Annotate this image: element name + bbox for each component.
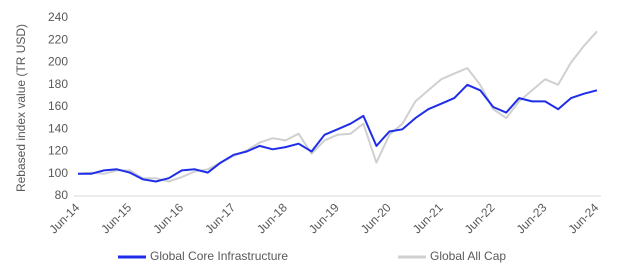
x-tick-label: Jun-24 (566, 200, 602, 236)
x-tick-label: Jun-19 (306, 200, 342, 236)
x-tick-label: Jun-16 (150, 200, 186, 236)
y-tick-label: 180 (48, 77, 68, 91)
y-tick-label: 240 (48, 10, 68, 24)
y-tick-label: 80 (55, 188, 69, 202)
y-axis-label: Rebased index value (TR USD) (14, 24, 28, 192)
y-tick-label: 120 (48, 144, 68, 158)
x-tick-label: Jun-20 (358, 200, 394, 236)
x-tick-label: Jun-14 (47, 200, 83, 236)
x-tick-label: Jun-23 (514, 200, 550, 236)
y-tick-label: 140 (48, 121, 68, 135)
x-tick-label: Jun-18 (254, 200, 290, 236)
y-tick-label: 100 (48, 166, 68, 180)
series-line (77, 30, 598, 183)
x-tick-label: Jun-21 (410, 200, 446, 236)
x-tick-label: Jun-17 (202, 200, 238, 236)
x-tick-label: Jun-22 (462, 200, 498, 236)
legend-label: Global Core Infrastructure (150, 249, 288, 263)
y-tick-label: 200 (48, 55, 68, 69)
x-tick-label: Jun-15 (98, 200, 134, 236)
y-tick-label: 160 (48, 99, 68, 113)
y-tick-label: 220 (48, 32, 68, 46)
legend-label: Global All Cap (430, 249, 506, 263)
series-line (78, 83, 598, 183)
